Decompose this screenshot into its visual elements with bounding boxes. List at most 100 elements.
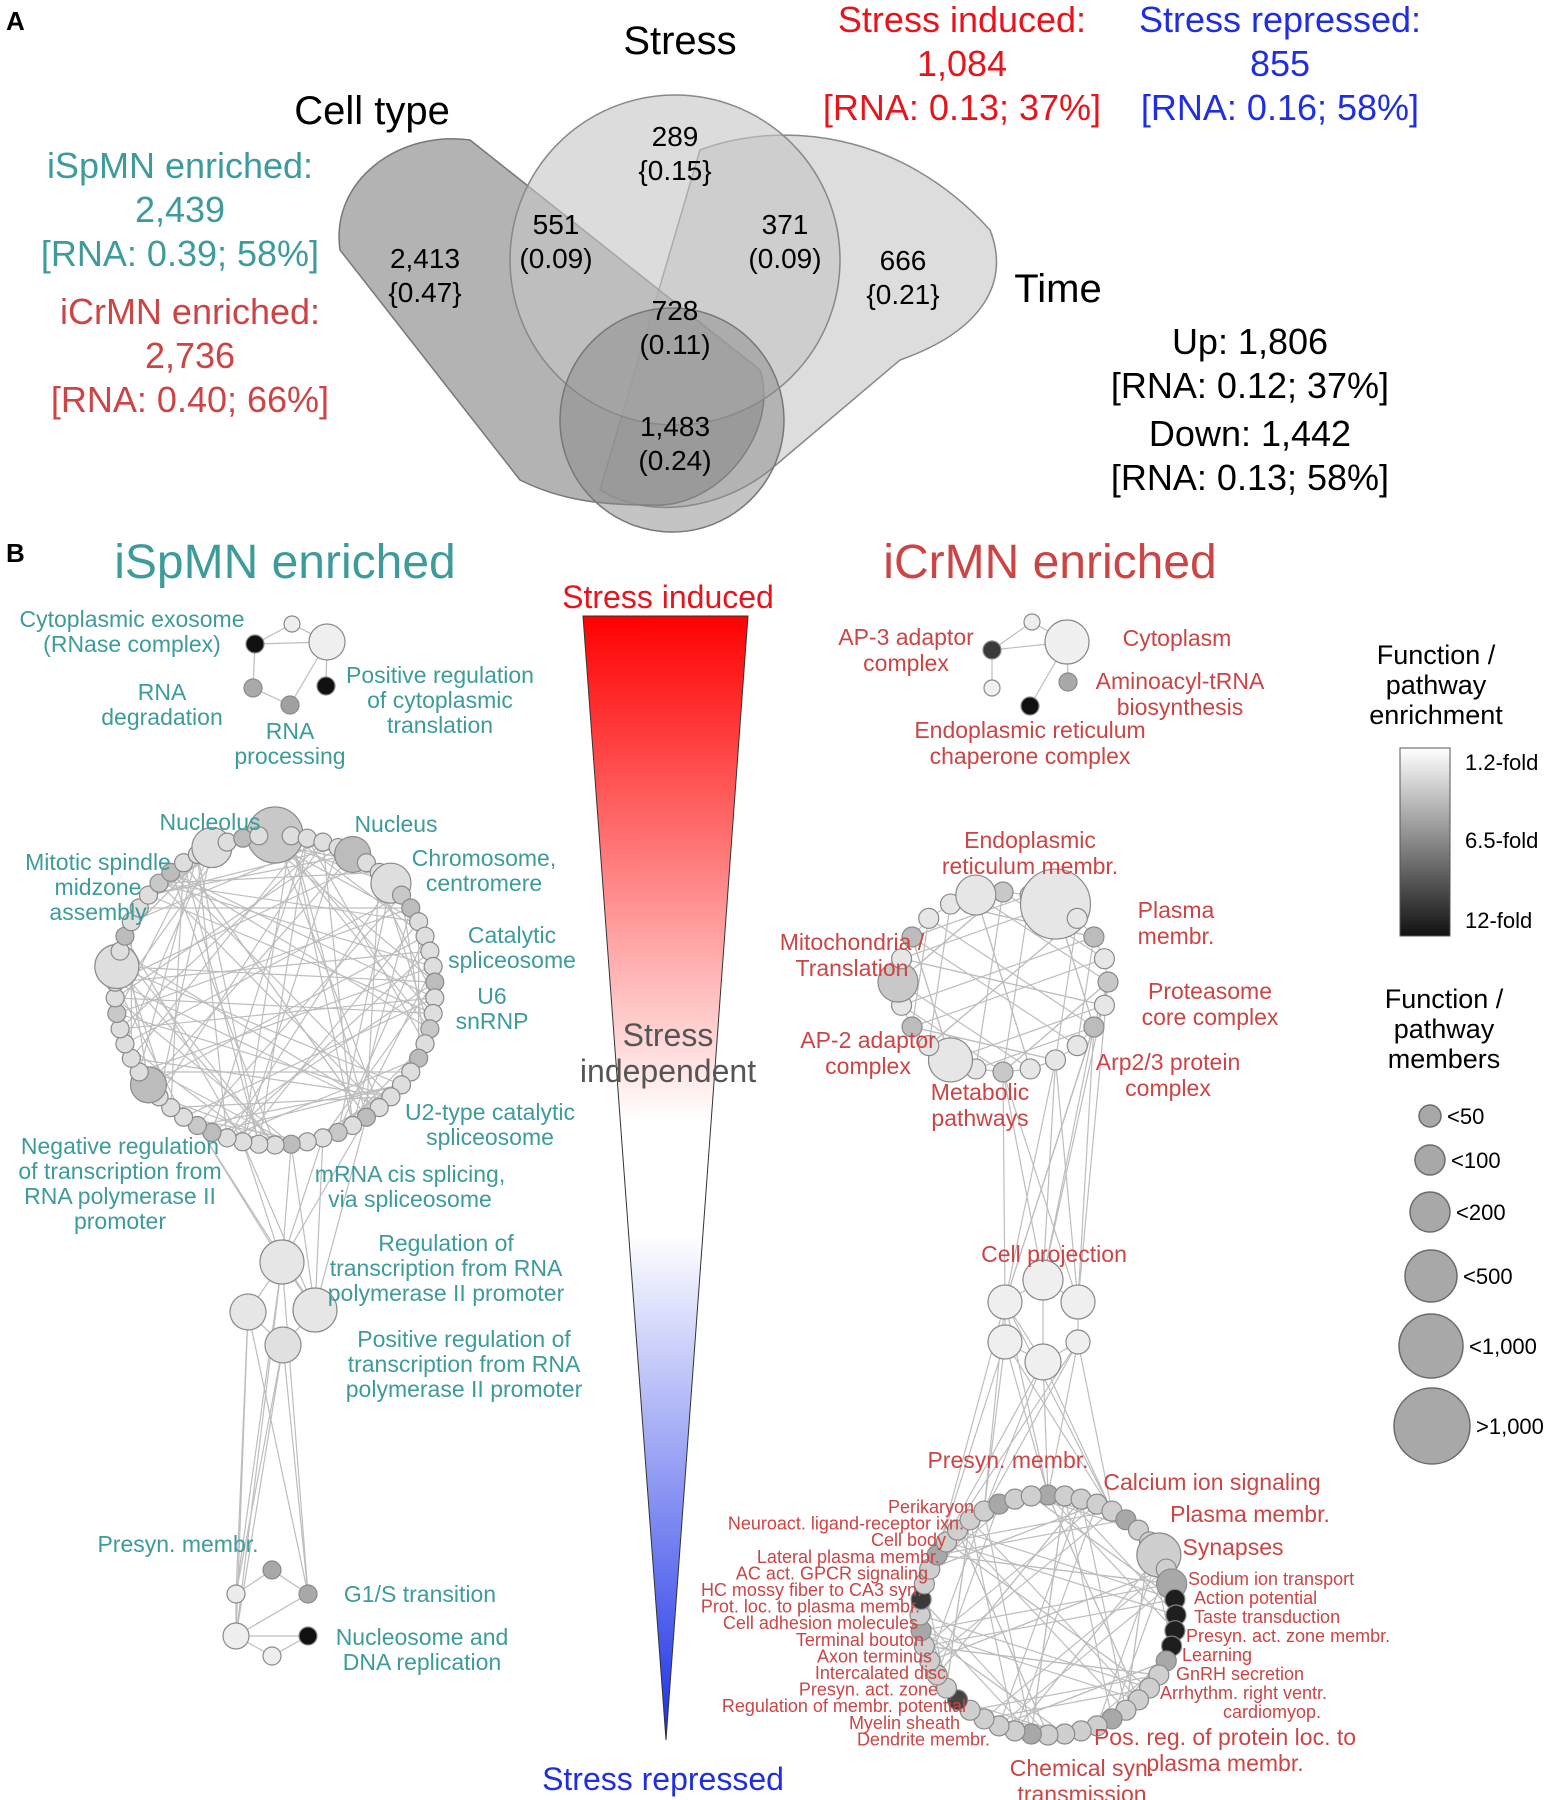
ispmn-label-positive-reg-translation-line2: of cytoplasmic — [367, 687, 513, 713]
icrmn-label-presyn-membr-line1: Presyn. membr. — [927, 1447, 1088, 1473]
network-edge — [1004, 1341, 1049, 1496]
network-node — [233, 1132, 253, 1152]
ispmn-label-positive-reg-translation-line1: Positive regulation — [346, 662, 534, 688]
network-edge — [322, 981, 436, 1139]
network-edge — [975, 891, 1004, 1070]
network-edge — [170, 871, 392, 1098]
network-node — [249, 826, 269, 846]
icrmn-bottom-left-label: Myelin sheath — [849, 1713, 960, 1733]
network-edge — [170, 862, 185, 1108]
network-edge — [1002, 981, 1109, 1073]
network-edge — [946, 1541, 1177, 1616]
network-edge — [124, 894, 402, 1045]
network-edge — [119, 950, 276, 1146]
network-node — [292, 1287, 338, 1333]
icrmn-bottom-left-label: Regulation of membr. potential — [722, 1696, 966, 1716]
network-edge — [950, 1004, 1105, 1061]
icrmn-label-er-chaperone-line2: chaperone complex — [930, 743, 1131, 769]
icrmn-label-pos-reg-protein-line2: plasma membr. — [1146, 1750, 1303, 1776]
ispmn-label-chromosome-line1: Chromosome, — [412, 845, 556, 871]
network-edge — [1054, 1059, 1079, 1303]
legend-size-circle — [1418, 1104, 1442, 1128]
network-node — [987, 1284, 1023, 1320]
network-node — [982, 640, 1002, 660]
network-edge — [235, 1261, 283, 1595]
network-edge — [235, 1344, 284, 1595]
network-edge — [1047, 1341, 1079, 1496]
region-stress-time-count: 371 — [762, 209, 809, 240]
network-edge — [116, 966, 276, 1146]
network-edge — [1042, 1026, 1095, 1281]
time-up: Up: 1,806 — [1172, 321, 1328, 362]
ispmn-label-nucleosome-line1: Nucleosome and — [336, 1624, 509, 1650]
panel-a-letter: A — [6, 6, 25, 36]
icrmn-label-calcium-line1: Calcium ion signaling — [1103, 1469, 1320, 1495]
network-edge — [998, 1583, 1173, 1727]
network-node — [1097, 971, 1119, 993]
ispmn-label-negative-reg-line2: of transcription from — [18, 1158, 221, 1184]
icrmn-label-cell-projection-line1: Cell projection — [981, 1241, 1127, 1267]
region-stress-time-ratio: (0.09) — [748, 243, 821, 274]
network-node — [283, 615, 301, 633]
gradient-middle-line1: Stress — [623, 1017, 714, 1053]
network-node — [1065, 1329, 1091, 1355]
region-time-count: 666 — [880, 245, 927, 276]
network-node — [280, 695, 300, 715]
network-edge — [928, 903, 952, 1046]
network-edge — [158, 882, 434, 968]
legend-size-label: >1,000 — [1476, 1414, 1544, 1439]
network-edge — [983, 1510, 1032, 1735]
network-edge — [975, 1026, 1095, 1070]
network-edge — [242, 1141, 316, 1311]
network-node — [1083, 926, 1105, 948]
icrmn-bottom-left-label: Lateral plasma membr. — [757, 1547, 940, 1567]
network-edge — [159, 871, 380, 884]
network-edge — [998, 1498, 1082, 1727]
stress-repressed-line1: Stress repressed: — [1139, 0, 1421, 40]
network-edge — [1030, 1495, 1176, 1600]
region-cell-time-ratio: (0.24) — [638, 445, 711, 476]
network-node — [1093, 948, 1116, 970]
network-node — [983, 679, 1001, 697]
ispmn-label-rna-degradation-line1: RNA — [138, 679, 187, 705]
icrmn-bottom-left-label: Cell body — [871, 1530, 946, 1550]
ispmn-label-cytoplasmic-exosome-line1: Cytoplasmic exosome — [20, 606, 245, 632]
network-edge — [936, 1341, 1006, 1556]
icrmn-bottom-right-label: Learning — [1182, 1645, 1252, 1665]
legend-size-circle — [1393, 1387, 1471, 1465]
network-node — [1044, 619, 1090, 665]
stress-induced-line3: [RNA: 0.13; 37%] — [823, 87, 1101, 128]
icrmn-network-labels: AP-3 adaptorcomplexCytoplasmAminoacyl-tR… — [701, 624, 1390, 1800]
ispmn-network-labels: Cytoplasmic exosome(RNase complex)RNAdeg… — [18, 606, 582, 1675]
network-node — [1083, 1016, 1105, 1038]
network-edge — [211, 1084, 402, 1134]
icrmn-bottom-left-label: AC act. GPCR signaling — [736, 1563, 928, 1583]
network-edge — [1014, 1503, 1098, 1732]
network-edge — [969, 1519, 1016, 1732]
icrmn-label-mito-line1: Mitochondria / — [780, 929, 925, 955]
ispmn-label-u6-line2: snRNP — [456, 1008, 529, 1034]
icrmn-bottom-left-label: Dendrite membr. — [857, 1729, 990, 1749]
icrmn-bottom-right-label: cardiomyop. — [1223, 1702, 1321, 1722]
network-node — [297, 1132, 317, 1152]
network-node — [217, 832, 237, 852]
gradient-middle-line2: independent — [580, 1053, 756, 1089]
venn-bottom-circle — [559, 307, 785, 533]
network-edge — [919, 1614, 1150, 1689]
stress-induced-line1: Stress induced: — [838, 0, 1086, 40]
network-edge — [923, 1503, 1098, 1647]
network-edge — [124, 935, 244, 1143]
network-edge — [274, 834, 431, 1030]
network-node — [229, 1293, 267, 1331]
icrmn-label-ap3-line2: complex — [863, 650, 949, 676]
network-edge — [170, 871, 431, 1030]
network-edge — [116, 965, 435, 983]
network-edge — [937, 1554, 1172, 1585]
network-edge — [983, 1568, 1167, 1720]
network-node — [1023, 613, 1041, 631]
network-edge — [1002, 1071, 1006, 1303]
network-node — [1066, 907, 1088, 929]
network-edge — [1002, 1071, 1079, 1303]
